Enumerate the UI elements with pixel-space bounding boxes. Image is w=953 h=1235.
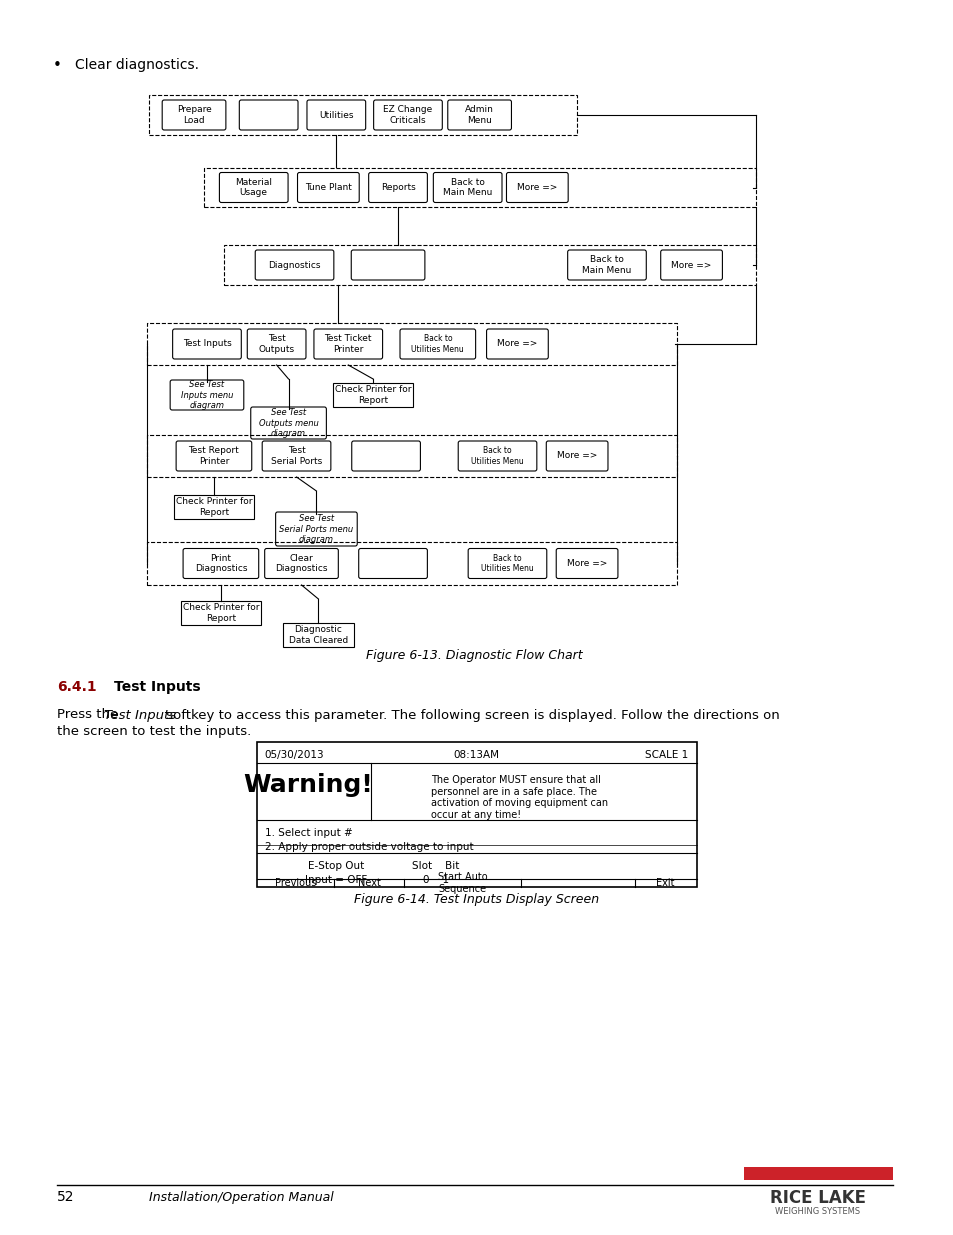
FancyBboxPatch shape xyxy=(297,173,359,203)
Text: Clear
Diagnostics: Clear Diagnostics xyxy=(275,553,328,573)
FancyBboxPatch shape xyxy=(162,100,226,130)
Text: Previous: Previous xyxy=(274,878,315,888)
Text: Next: Next xyxy=(357,878,380,888)
Text: Back to
Main Menu: Back to Main Menu xyxy=(442,178,492,198)
FancyBboxPatch shape xyxy=(486,329,548,359)
FancyBboxPatch shape xyxy=(255,249,334,280)
Text: Back to
Main Menu: Back to Main Menu xyxy=(581,256,631,274)
Text: the screen to test the inputs.: the screen to test the inputs. xyxy=(56,725,251,739)
Text: 2. Apply proper outside voltage to input: 2. Apply proper outside voltage to input xyxy=(264,842,473,852)
Text: RICE LAKE: RICE LAKE xyxy=(769,1189,865,1207)
Text: More =>: More => xyxy=(517,183,557,191)
Text: Installation/Operation Manual: Installation/Operation Manual xyxy=(149,1191,334,1203)
FancyBboxPatch shape xyxy=(262,441,331,471)
Text: 05/30/2013: 05/30/2013 xyxy=(264,750,324,760)
FancyBboxPatch shape xyxy=(264,548,338,578)
Text: EZ Change
Criticals: EZ Change Criticals xyxy=(383,105,432,125)
Text: Test
Outputs: Test Outputs xyxy=(258,335,294,353)
Text: More =>: More => xyxy=(671,261,711,269)
Text: Back to
Utilities Menu: Back to Utilities Menu xyxy=(411,335,464,353)
FancyBboxPatch shape xyxy=(567,249,645,280)
Text: Test Report
Printer: Test Report Printer xyxy=(189,446,239,466)
Text: Check Printer for
Report: Check Printer for Report xyxy=(182,604,259,622)
FancyBboxPatch shape xyxy=(247,329,306,359)
Text: More =>: More => xyxy=(557,452,597,461)
Text: Input = OFF: Input = OFF xyxy=(305,876,367,885)
FancyBboxPatch shape xyxy=(368,173,427,203)
FancyBboxPatch shape xyxy=(183,548,258,578)
Text: Check Printer for
Report: Check Printer for Report xyxy=(175,498,252,516)
FancyBboxPatch shape xyxy=(219,173,288,203)
FancyBboxPatch shape xyxy=(556,548,618,578)
FancyBboxPatch shape xyxy=(170,380,244,410)
Text: Exit: Exit xyxy=(656,878,674,888)
Polygon shape xyxy=(256,742,696,887)
Text: Diagnostics: Diagnostics xyxy=(268,261,320,269)
Text: Utilities: Utilities xyxy=(318,110,354,120)
Text: See Test
Inputs menu
diagram: See Test Inputs menu diagram xyxy=(180,380,233,410)
FancyBboxPatch shape xyxy=(333,383,413,408)
FancyBboxPatch shape xyxy=(314,329,382,359)
Text: See Test
Serial Ports menu
diagram: See Test Serial Ports menu diagram xyxy=(279,514,354,543)
FancyBboxPatch shape xyxy=(251,408,326,438)
Text: 1. Select input #: 1. Select input # xyxy=(264,827,352,839)
Text: Start Auto
Sequence: Start Auto Sequence xyxy=(437,872,487,894)
Text: SCALE 1: SCALE 1 xyxy=(644,750,688,760)
Text: WEIGHING SYSTEMS: WEIGHING SYSTEMS xyxy=(775,1207,860,1215)
Text: 0    1: 0 1 xyxy=(422,876,449,885)
Text: Figure 6-14. Test Inputs Display Screen: Figure 6-14. Test Inputs Display Screen xyxy=(354,893,598,906)
FancyBboxPatch shape xyxy=(433,173,501,203)
FancyBboxPatch shape xyxy=(282,622,354,647)
Text: 08:13AM: 08:13AM xyxy=(454,750,499,760)
Text: Clear diagnostics.: Clear diagnostics. xyxy=(74,58,198,72)
Text: Tune Plant: Tune Plant xyxy=(305,183,352,191)
Text: Test Inputs: Test Inputs xyxy=(114,680,201,694)
FancyBboxPatch shape xyxy=(172,329,241,359)
Text: •: • xyxy=(52,58,61,73)
FancyBboxPatch shape xyxy=(468,548,546,578)
FancyBboxPatch shape xyxy=(506,173,568,203)
Text: The Operator MUST ensure that all
personnel are in a safe place. The
activation : The Operator MUST ensure that all person… xyxy=(431,776,607,820)
Text: Diagnostic
Data Cleared: Diagnostic Data Cleared xyxy=(289,625,348,645)
FancyBboxPatch shape xyxy=(358,548,427,578)
FancyBboxPatch shape xyxy=(399,329,476,359)
Text: More =>: More => xyxy=(566,559,607,568)
Text: Test Inputs: Test Inputs xyxy=(105,709,176,721)
Text: 52: 52 xyxy=(56,1191,74,1204)
FancyBboxPatch shape xyxy=(239,100,297,130)
Text: Figure 6-13. Diagnostic Flow Chart: Figure 6-13. Diagnostic Flow Chart xyxy=(366,648,582,662)
FancyBboxPatch shape xyxy=(181,601,260,625)
Text: Material
Usage: Material Usage xyxy=(235,178,272,198)
Text: Reports: Reports xyxy=(380,183,415,191)
Text: Press the: Press the xyxy=(56,709,122,721)
Text: Admin
Menu: Admin Menu xyxy=(465,105,494,125)
Text: Back to
Utilities Menu: Back to Utilities Menu xyxy=(480,553,534,573)
FancyBboxPatch shape xyxy=(660,249,721,280)
FancyBboxPatch shape xyxy=(457,441,537,471)
Text: softkey to access this parameter. The following screen is displayed. Follow the : softkey to access this parameter. The fo… xyxy=(162,709,780,721)
FancyBboxPatch shape xyxy=(352,441,420,471)
Text: Warning!: Warning! xyxy=(243,773,373,797)
Text: See Test
Outputs menu
diagram: See Test Outputs menu diagram xyxy=(258,408,318,438)
FancyBboxPatch shape xyxy=(546,441,607,471)
Text: 6.4.1: 6.4.1 xyxy=(56,680,96,694)
FancyBboxPatch shape xyxy=(351,249,424,280)
Text: Back to
Utilities Menu: Back to Utilities Menu xyxy=(471,446,523,466)
Text: Test Ticket
Printer: Test Ticket Printer xyxy=(324,335,372,353)
Text: Print
Diagnostics: Print Diagnostics xyxy=(194,553,247,573)
Text: Slot    Bit: Slot Bit xyxy=(412,861,459,871)
FancyBboxPatch shape xyxy=(275,513,356,546)
Text: E-Stop Out: E-Stop Out xyxy=(308,861,364,871)
FancyBboxPatch shape xyxy=(176,441,252,471)
Text: Check Printer for
Report: Check Printer for Report xyxy=(335,385,411,405)
FancyBboxPatch shape xyxy=(174,495,253,519)
Text: Prepare
Load: Prepare Load xyxy=(176,105,212,125)
Polygon shape xyxy=(743,1167,892,1179)
Text: Test
Serial Ports: Test Serial Ports xyxy=(271,446,322,466)
Text: More =>: More => xyxy=(497,340,537,348)
FancyBboxPatch shape xyxy=(447,100,511,130)
FancyBboxPatch shape xyxy=(307,100,365,130)
Text: Test Inputs: Test Inputs xyxy=(182,340,231,348)
FancyBboxPatch shape xyxy=(374,100,442,130)
